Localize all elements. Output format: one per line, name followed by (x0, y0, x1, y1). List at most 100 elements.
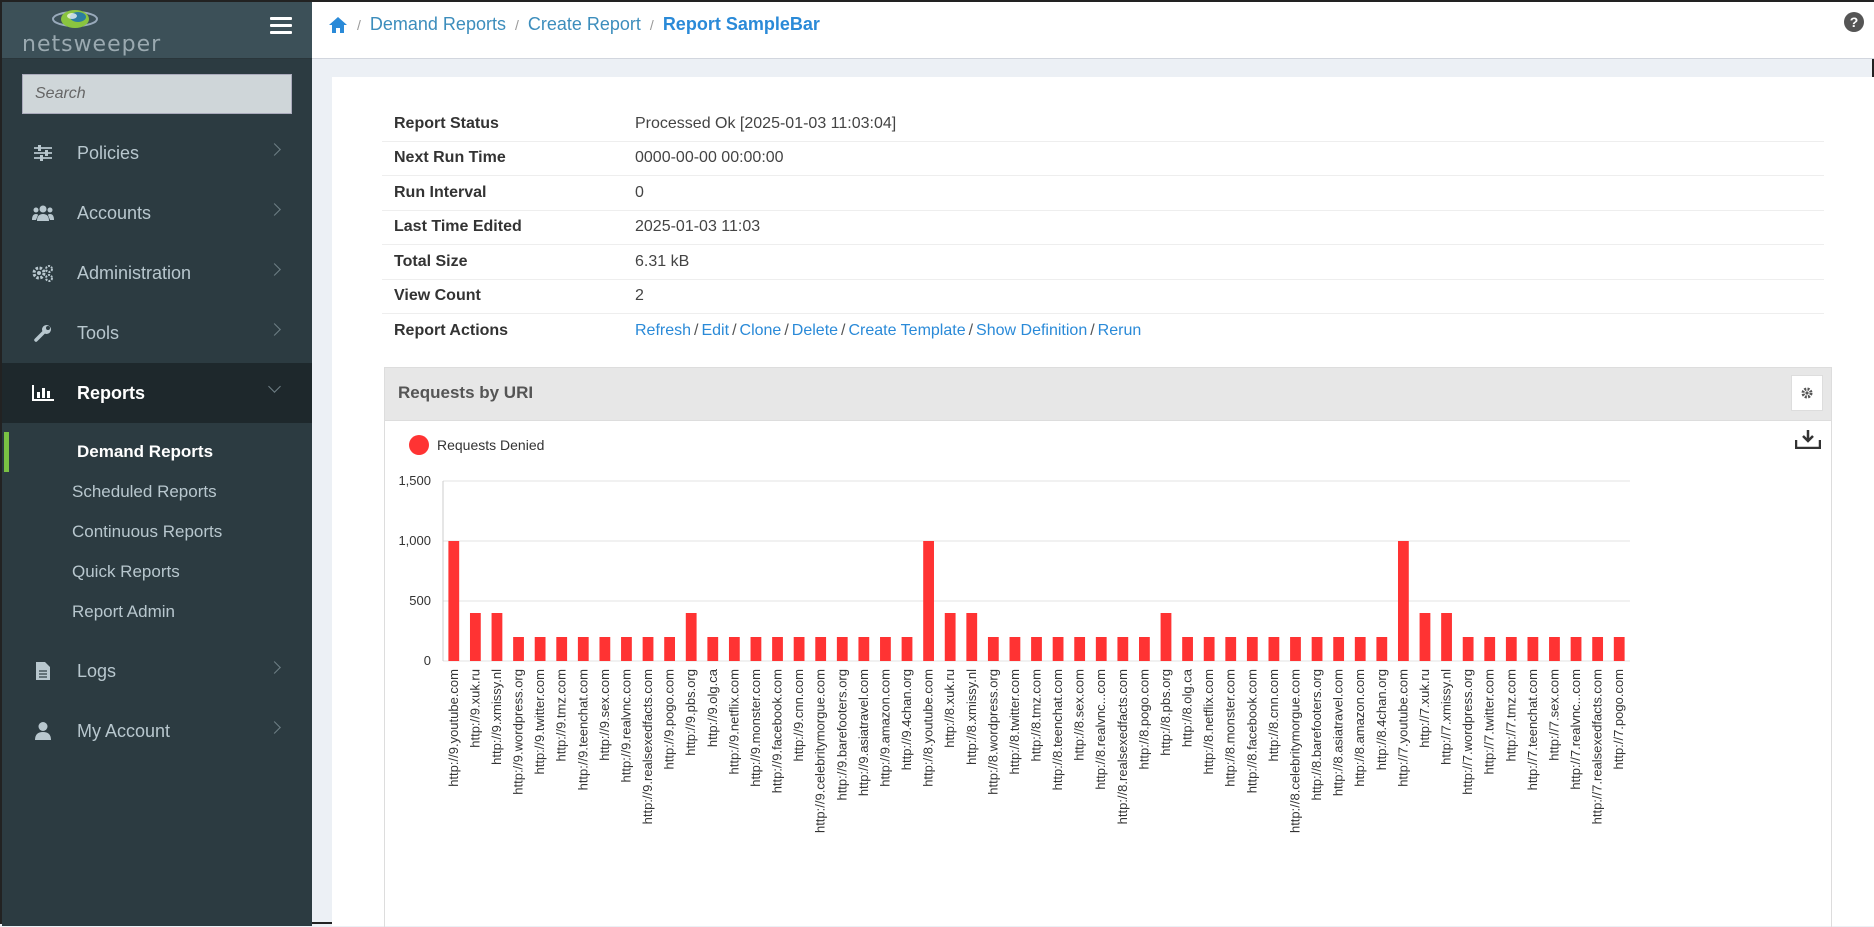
submenu-continuous-reports[interactable]: Continuous Reports (72, 522, 223, 541)
bar[interactable] (1333, 637, 1345, 661)
bar[interactable] (1031, 637, 1042, 661)
edit-link[interactable]: Edit (701, 321, 730, 339)
bar[interactable] (534, 637, 546, 661)
bar[interactable] (707, 637, 719, 661)
x-tick-label: http://9.monster.com (748, 669, 763, 787)
sidebar-item-reports[interactable]: Reports (2, 363, 312, 423)
bar[interactable] (1613, 637, 1625, 661)
bar[interactable] (1095, 637, 1107, 661)
bar[interactable] (1203, 637, 1215, 661)
bar[interactable] (858, 637, 870, 661)
bar[interactable] (1527, 637, 1539, 661)
bar[interactable] (1419, 613, 1431, 661)
bar[interactable] (1354, 637, 1366, 661)
rerun-link[interactable]: Rerun (1097, 321, 1142, 339)
bar[interactable] (901, 637, 913, 661)
row-label: Report Status (394, 114, 499, 132)
bar[interactable] (944, 613, 956, 661)
sidebar-item-logs[interactable]: Logs (2, 641, 312, 701)
submenu-report-admin[interactable]: Report Admin (72, 602, 175, 621)
bar[interactable] (815, 637, 827, 661)
help-icon[interactable]: ? (1844, 12, 1864, 32)
menu-toggle-icon[interactable] (270, 17, 292, 35)
bar[interactable] (1268, 637, 1280, 661)
bar[interactable] (1290, 637, 1301, 661)
bar[interactable] (1441, 613, 1452, 661)
submenu-scheduled-reports[interactable]: Scheduled Reports (72, 482, 217, 501)
bar[interactable] (448, 541, 460, 661)
bar[interactable] (1311, 637, 1323, 661)
bar[interactable] (1397, 541, 1409, 661)
bar[interactable] (513, 637, 524, 661)
sidebar-item-tools[interactable]: Tools (2, 303, 312, 363)
bar[interactable] (685, 613, 697, 661)
bar[interactable] (599, 637, 611, 661)
bar[interactable] (1376, 637, 1388, 661)
x-tick-label: http://9.wordpress.org (511, 669, 526, 795)
x-tick-label: http://9.facebook.com (770, 669, 785, 793)
bar[interactable] (1225, 637, 1237, 661)
bar[interactable] (1246, 637, 1258, 661)
sidebar-item-my-account[interactable]: My Account (2, 701, 312, 761)
sidebar-item-administration[interactable]: Administration (2, 243, 312, 303)
table-row: Last Time Edited 2025-01-03 11:03 (382, 209, 1824, 245)
show-definition-link[interactable]: Show Definition (976, 321, 1088, 339)
wrench-icon (31, 324, 55, 342)
bar[interactable] (1570, 637, 1582, 661)
bar[interactable] (1462, 637, 1474, 661)
download-icon[interactable] (1794, 429, 1822, 453)
refresh-link[interactable]: Refresh (635, 321, 692, 339)
breadcrumb-demand-reports[interactable]: Demand Reports (369, 14, 506, 34)
bar[interactable] (1549, 637, 1560, 661)
bar[interactable] (577, 637, 589, 661)
bar[interactable] (793, 637, 805, 661)
bar[interactable] (987, 637, 999, 661)
bar[interactable] (469, 613, 481, 661)
bar[interactable] (772, 637, 783, 661)
bar[interactable] (1117, 637, 1129, 661)
x-tick-label: http://7.wordpress.org (1460, 669, 1475, 795)
clone-link[interactable]: Clone (739, 321, 782, 339)
delete-link[interactable]: Delete (791, 321, 839, 339)
bar[interactable] (1592, 637, 1604, 661)
bar[interactable] (880, 637, 891, 661)
submenu-demand-reports[interactable]: Demand Reports (2, 432, 312, 472)
sidebar: netsweeper Search Policies Accounts Admi… (2, 2, 312, 926)
sidebar-item-accounts[interactable]: Accounts (2, 183, 312, 243)
bar[interactable] (1505, 637, 1517, 661)
create-template-link[interactable]: Create Template (848, 321, 966, 339)
bar[interactable] (728, 637, 740, 661)
bar[interactable] (1484, 637, 1496, 661)
submenu-quick-reports[interactable]: Quick Reports (72, 562, 180, 581)
x-tick-label: http://7.teenchat.com (1525, 669, 1540, 790)
bar[interactable] (1052, 637, 1064, 661)
bar[interactable] (621, 637, 632, 661)
bar[interactable] (1160, 613, 1172, 661)
brand-header: netsweeper (2, 2, 312, 59)
bar[interactable] (1009, 637, 1021, 661)
bar[interactable] (491, 613, 503, 661)
bar[interactable] (750, 637, 762, 661)
settings-button[interactable] (1791, 375, 1823, 411)
legend-item[interactable]: Requests Denied (409, 435, 544, 455)
bar[interactable] (1182, 637, 1193, 661)
x-tick-label: http://9.amazon.com (877, 669, 892, 787)
breadcrumb-create-report[interactable]: Create Report (527, 14, 641, 34)
bar[interactable] (556, 637, 568, 661)
sidebar-item-label: Accounts (77, 202, 152, 223)
netsweeper-logo[interactable]: netsweeper (12, 6, 160, 57)
sidebar-item-policies[interactable]: Policies (2, 123, 312, 183)
x-tick-label: http://9.cnn.com (791, 669, 806, 762)
bar[interactable] (1074, 637, 1086, 661)
bar[interactable] (923, 541, 934, 661)
bar[interactable] (642, 637, 654, 661)
x-tick-label: http://8.4chan.org (1374, 669, 1389, 770)
row-value: 2 (623, 278, 1824, 314)
search-input[interactable]: Search (22, 74, 292, 114)
bar[interactable] (966, 613, 978, 661)
bar[interactable] (836, 637, 848, 661)
x-tick-label: http://7.sex.com (1546, 669, 1561, 761)
home-icon[interactable] (328, 16, 348, 34)
bar[interactable] (1139, 637, 1150, 661)
bar[interactable] (664, 637, 676, 661)
